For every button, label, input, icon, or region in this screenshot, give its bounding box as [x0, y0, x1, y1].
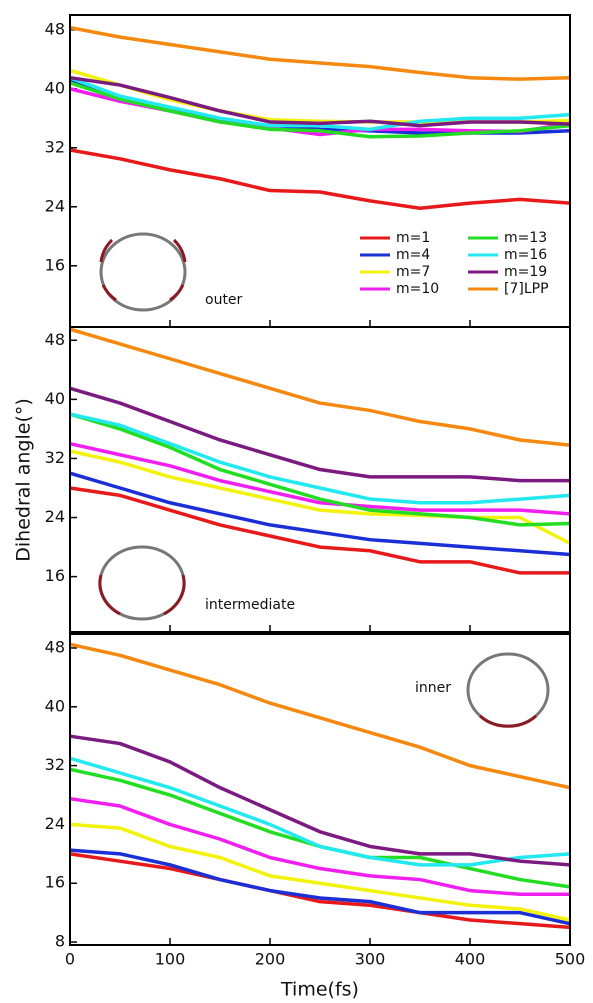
y-tick-label: 48	[45, 637, 65, 656]
y-tick-label: 24	[45, 507, 65, 526]
y-tick-label: 48	[45, 330, 65, 349]
x-tick-label: 100	[155, 950, 186, 969]
y-tick-label: 24	[45, 814, 65, 833]
legend-label: m=4	[396, 247, 430, 263]
x-tick-label: 500	[555, 950, 586, 969]
y-tick-label: 8	[55, 932, 65, 951]
series-line	[69, 75, 571, 128]
legend-label: [7]LPP	[504, 281, 549, 297]
x-tick-label: 400	[455, 950, 486, 969]
legend-label: m=19	[504, 264, 547, 280]
y-tick-label: 40	[45, 696, 65, 715]
series-line	[69, 148, 571, 210]
y-tick-label: 16	[45, 873, 65, 892]
y-tick-label: 16	[45, 255, 65, 274]
y-tick-label: 32	[45, 448, 65, 467]
annotation: inner	[415, 680, 451, 696]
series-line	[69, 471, 571, 557]
x-tick-label: 300	[355, 950, 386, 969]
series-line	[69, 756, 571, 867]
series-line	[69, 822, 571, 922]
series-line	[69, 412, 571, 527]
legend-label: m=1	[396, 230, 430, 246]
molecule-inner	[466, 652, 550, 728]
legend-label: m=10	[396, 281, 439, 297]
series-line	[69, 449, 571, 545]
molecule-outer	[99, 232, 187, 312]
legend-label: m=7	[396, 264, 430, 280]
annotation: intermediate	[205, 597, 295, 613]
annotation: outer	[205, 292, 243, 308]
series-line	[69, 327, 571, 447]
y-tick-label: 40	[45, 78, 65, 97]
y-axis-label: Dihedral angle(°)	[13, 398, 35, 562]
y-tick-label: 32	[45, 755, 65, 774]
series-line	[69, 441, 571, 516]
series-line	[69, 76, 571, 132]
series-line	[69, 486, 570, 575]
series-line	[69, 25, 571, 81]
x-tick-label: 0	[65, 950, 75, 969]
series-line	[69, 412, 571, 505]
x-axis-label: Time(fs)	[280, 979, 359, 1001]
y-tick-label: 24	[45, 196, 65, 215]
y-tick-label: 16	[45, 566, 65, 585]
series-line	[69, 386, 570, 483]
series-line	[69, 848, 571, 926]
series-line	[69, 642, 571, 790]
series-line	[69, 734, 571, 867]
panel-frame	[69, 326, 571, 633]
y-tick-label: 48	[45, 19, 65, 38]
legend-label: m=16	[504, 247, 547, 263]
molecule-intermediate	[98, 545, 186, 621]
series-line	[69, 852, 571, 930]
panel-frame	[69, 633, 571, 946]
y-tick-label: 32	[45, 137, 65, 156]
x-tick-label: 200	[255, 950, 286, 969]
legend-label: m=13	[504, 230, 547, 246]
series-line	[69, 81, 571, 139]
series-line	[69, 796, 570, 897]
y-tick-label: 40	[45, 389, 65, 408]
